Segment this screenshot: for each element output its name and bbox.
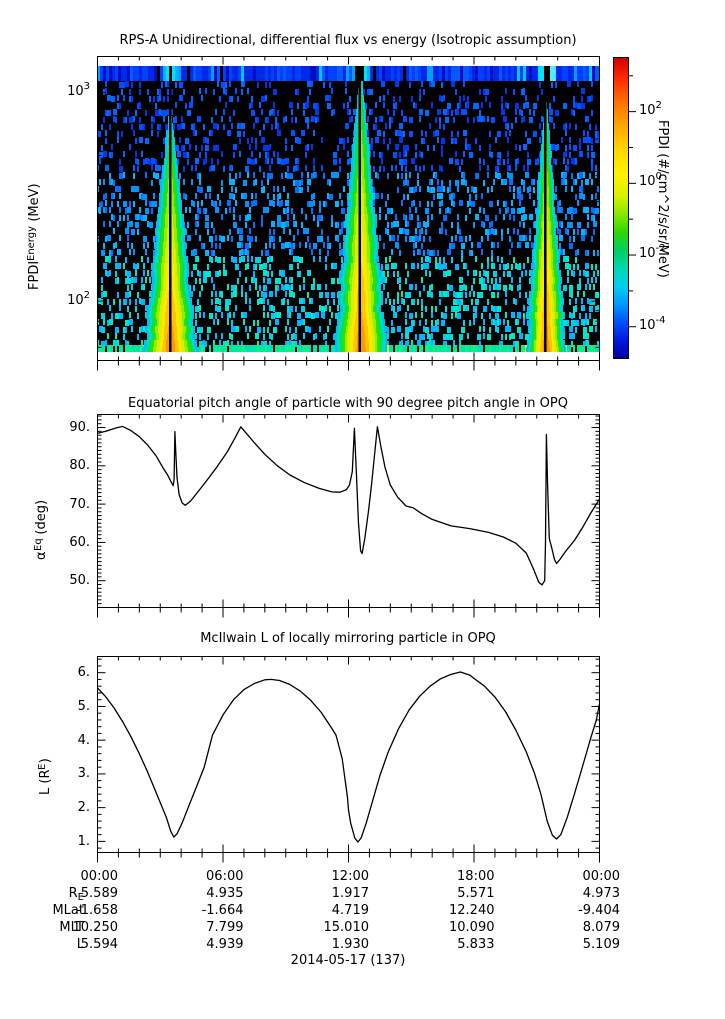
ephemeris-value: 1.917 xyxy=(331,886,369,901)
ephemeris-value: 4.973 xyxy=(582,886,620,901)
panel1-y-axis-label: FPDIEnergy (MeV) xyxy=(26,183,42,290)
line-series xyxy=(97,425,601,586)
date-label: 2014-05-17 (137) xyxy=(290,953,406,968)
ephemeris-value: 15.010 xyxy=(323,920,370,935)
panel3-ytick-label: 6. xyxy=(77,665,90,681)
panel3-ytick-label: 5. xyxy=(77,698,90,714)
ephemeris-value: 4.939 xyxy=(206,937,244,952)
line-series xyxy=(97,671,601,843)
time-tick-label: 00:00 xyxy=(582,869,620,884)
panel1-ytick-label: 103 xyxy=(67,81,90,100)
colorbar-tick-label: 10-4 xyxy=(639,314,666,333)
ephemeris-value: -1.664 xyxy=(201,903,244,918)
colorbar-label: FPDI (#/cm^2/s/sr/MeV) xyxy=(655,120,670,278)
panel2-ytick-label: 80. xyxy=(69,458,90,474)
time-tick-label: 06:00 xyxy=(206,869,244,884)
ephemeris-value: 5.833 xyxy=(457,937,495,952)
ephemeris-value: 10.250 xyxy=(72,920,119,935)
ephemeris-row-label: MLT xyxy=(59,920,84,935)
panel2-y-axis-label: αEq (deg) xyxy=(33,499,49,560)
panel3-ytick-label: 1. xyxy=(77,833,90,849)
ephemeris-row-label: L xyxy=(76,937,84,952)
ephemeris-value: 1.930 xyxy=(331,937,369,952)
panel3-plot xyxy=(97,656,601,863)
ephemeris-value: -1.658 xyxy=(76,903,118,918)
panel3-title: McIlwain L of locally mirroring particle… xyxy=(200,631,496,646)
ephemeris-value: 5.571 xyxy=(457,886,495,901)
colorbar-tick-label: 102 xyxy=(639,99,662,118)
panel2-ytick-label: 70. xyxy=(69,496,90,512)
time-tick-label: 12:00 xyxy=(331,869,369,884)
ephemeris-value: 4.935 xyxy=(206,886,244,901)
ephemeris-row-label: RE xyxy=(68,886,84,903)
panel3-ytick-label: 4. xyxy=(77,732,90,748)
ephemeris-value: 4.719 xyxy=(331,903,369,918)
panel1-title: RPS-A Unidirectional, differential flux … xyxy=(119,33,577,48)
spectrogram-canvas xyxy=(97,57,599,361)
ephemeris-row-label: MLat xyxy=(52,903,84,918)
panel3-ytick-label: 2. xyxy=(77,800,90,816)
ephemeris-value: 5.109 xyxy=(582,937,620,952)
time-tick-label: 00:00 xyxy=(80,869,118,884)
ephemeris-value: 10.090 xyxy=(449,920,495,935)
colorbar-tick-label: 10-2 xyxy=(639,243,666,262)
time-tick-label: 18:00 xyxy=(457,869,495,884)
ephemeris-value: -9.404 xyxy=(578,903,620,918)
panel2-ytick-label: 60. xyxy=(69,534,90,550)
ephemeris-value: 12.240 xyxy=(449,903,495,918)
ephemeris-value: 8.079 xyxy=(582,920,620,935)
panel1-axes xyxy=(97,56,600,371)
panel3-ytick-label: 3. xyxy=(77,766,90,782)
ephemeris-value: 7.799 xyxy=(206,920,244,935)
ephemeris-value: 5.594 xyxy=(80,937,118,952)
panel2-title: Equatorial pitch angle of particle with … xyxy=(128,396,568,411)
colorbar-tick-label: 100 xyxy=(639,171,662,190)
ephemeris-value: 5.589 xyxy=(80,886,118,901)
colorbar xyxy=(613,57,636,359)
panel2-ytick-label: 90. xyxy=(69,420,90,436)
panel1-ytick-label: 102 xyxy=(67,289,90,308)
panel2-plot xyxy=(97,414,601,618)
panel2-ytick-label: 50. xyxy=(69,573,90,589)
